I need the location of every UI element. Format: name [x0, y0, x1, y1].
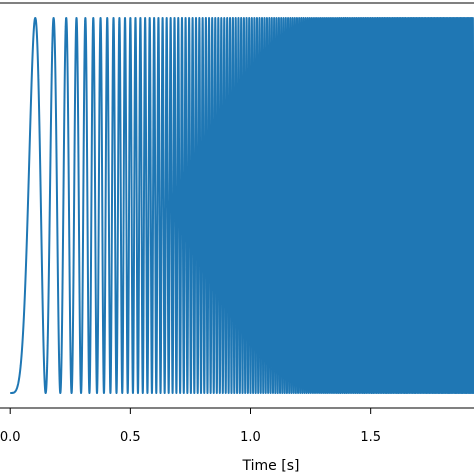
x-axis-label: Time [s] — [242, 458, 300, 474]
x-tick-label-1: 0.5 — [120, 430, 141, 445]
chirp-series-line-0 — [9, 17, 474, 394]
x-tick-label-2: 1.0 — [240, 430, 261, 445]
plot-area — [9, 17, 474, 394]
x-axis-ticks: 0.0 0.5 1.0 1.5 — [0, 408, 381, 445]
x-tick-label-3: 1.5 — [360, 430, 381, 445]
x-tick-label-0: 0.0 — [0, 430, 21, 445]
